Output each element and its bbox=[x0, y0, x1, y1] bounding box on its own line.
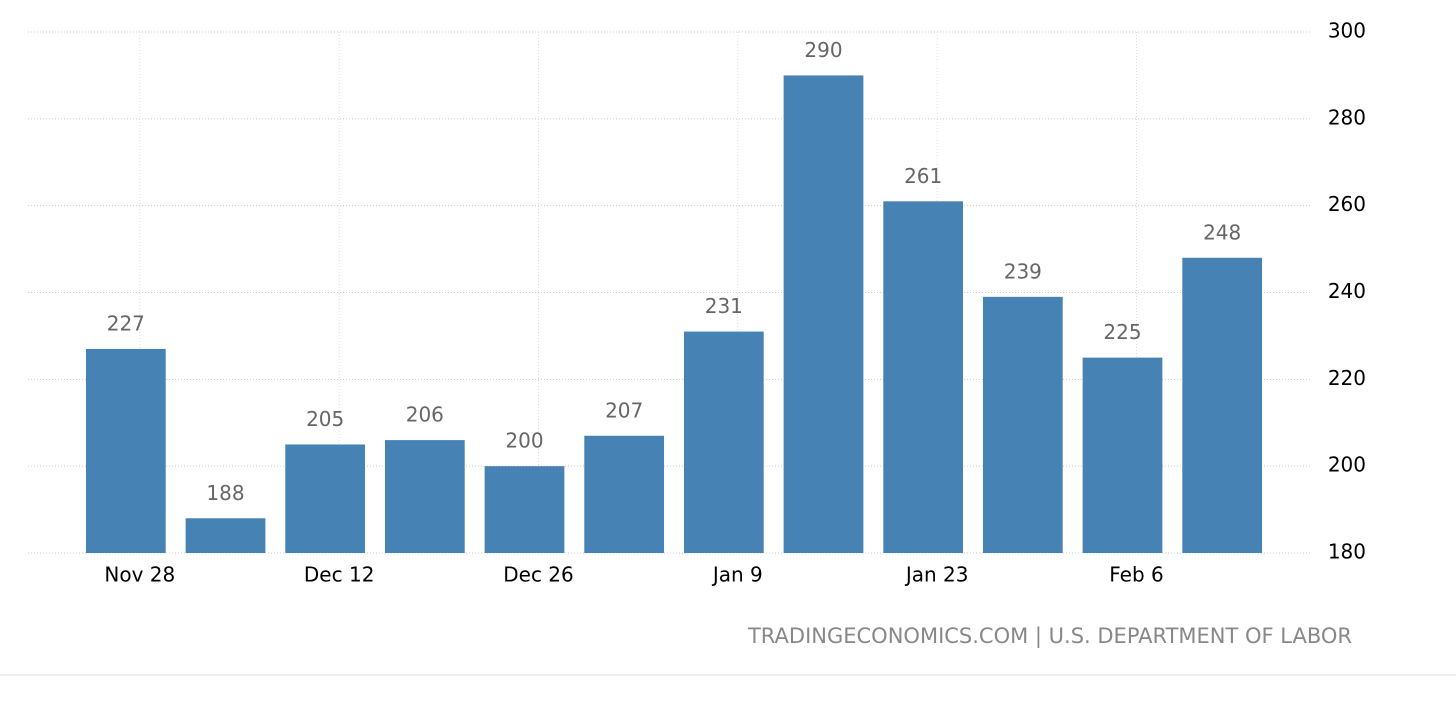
data-label: 227 bbox=[107, 311, 145, 335]
x-tick-label: Nov 28 bbox=[104, 563, 175, 587]
bar bbox=[384, 440, 465, 553]
y-tick-label: 300 bbox=[1328, 19, 1366, 43]
y-tick-label: 280 bbox=[1328, 105, 1366, 129]
data-label: 200 bbox=[505, 429, 543, 453]
x-tick-label: Dec 12 bbox=[304, 563, 375, 587]
x-tick-label: Jan 9 bbox=[711, 563, 763, 587]
bar bbox=[883, 201, 964, 553]
data-label: 231 bbox=[705, 294, 743, 318]
bar bbox=[584, 435, 665, 553]
bar bbox=[1182, 257, 1263, 553]
data-label: 239 bbox=[1004, 259, 1042, 283]
source: TRADINGECONOMICS.COM | U.S. DEPARTMENT O… bbox=[747, 624, 1352, 649]
bar bbox=[285, 444, 366, 553]
x-tick-label: Feb 6 bbox=[1109, 563, 1164, 587]
bar bbox=[185, 518, 266, 553]
data-label: 188 bbox=[206, 481, 244, 505]
bar bbox=[783, 75, 864, 554]
bar bbox=[1082, 357, 1163, 553]
y-tick-label: 200 bbox=[1328, 453, 1366, 477]
data-label: 290 bbox=[804, 38, 842, 62]
y-tick-label: 260 bbox=[1328, 192, 1366, 216]
data-label: 261 bbox=[904, 164, 942, 188]
bar bbox=[85, 348, 166, 553]
y-tick-label: 240 bbox=[1328, 279, 1366, 303]
data-label: 248 bbox=[1203, 220, 1241, 244]
bar bbox=[982, 296, 1063, 553]
data-label: 225 bbox=[1103, 320, 1141, 344]
y-tick-label: 180 bbox=[1328, 540, 1366, 564]
y-tick-label: 220 bbox=[1328, 366, 1366, 390]
data-label: 207 bbox=[605, 398, 643, 422]
bar bbox=[683, 331, 764, 553]
x-tick-label: Dec 26 bbox=[503, 563, 574, 587]
bar bbox=[484, 466, 565, 553]
x-tick-label: Jan 23 bbox=[904, 563, 969, 587]
data-label: 206 bbox=[406, 403, 444, 427]
data-label: 205 bbox=[306, 407, 344, 431]
